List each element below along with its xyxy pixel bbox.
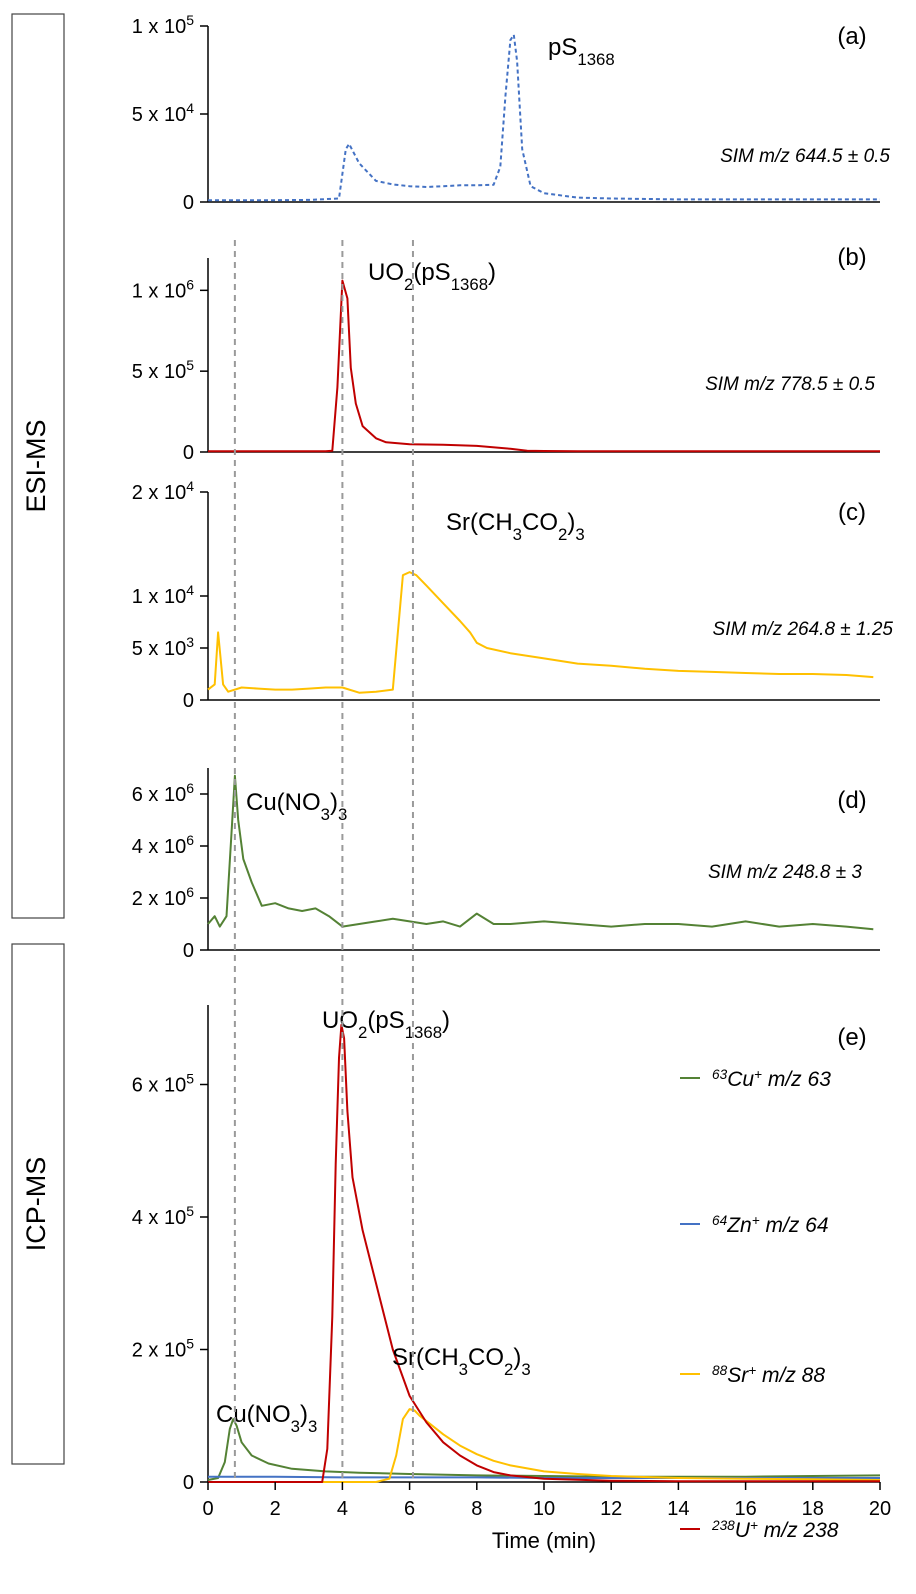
panel-b-peak-annotation: UO2(pS1368) xyxy=(368,259,496,294)
panel-d-letter: (d) xyxy=(837,787,866,814)
panel-a-letter: (a) xyxy=(837,23,866,50)
panel-b: 0 5 x 105 1 x 106 (b) UO2(pS1368) SIM m/z 778… xyxy=(132,244,880,464)
panel-b-series-line xyxy=(208,279,880,453)
panel-e-ytick-label: 0 xyxy=(183,1472,194,1494)
panel-e-peak-annotation: Sr(CH3CO2)3 xyxy=(392,1344,531,1379)
panel-c-ytick-label: 5 x 103 xyxy=(132,634,194,660)
panel-d-peak-annotation: Cu(NO3)3 xyxy=(246,789,347,824)
panel-d-ytick-label: 0 xyxy=(183,940,194,962)
panel-d-sim-label: SIM m/z 248.8 ± 3 xyxy=(708,862,862,883)
icp-ms-group-label: ICP-MS xyxy=(21,1157,51,1252)
panel-e-peak-annotation: Cu(NO3)3 xyxy=(216,1401,317,1436)
panel-d: 0 2 x 106 4 x 106 6 x 106 (d) Cu(NO3)3 SIM m/z… xyxy=(132,768,880,962)
panel-c-letter: (c) xyxy=(838,499,866,526)
panel-a-peak-annotation: pS1368 xyxy=(548,34,615,69)
panel-e-series-line xyxy=(208,1023,880,1483)
panel-a-ytick-label: 0 xyxy=(183,192,194,214)
panel-e-peak-annotation: UO2(pS1368) xyxy=(322,1007,450,1042)
x-tick-label: 6 xyxy=(404,1498,415,1520)
panel-d-series-line xyxy=(207,774,874,931)
x-tick-label: 4 xyxy=(337,1498,348,1520)
x-tick-label: 18 xyxy=(802,1498,824,1520)
panel-d-ytick-label: 4 x 106 xyxy=(132,832,194,858)
legend-label: 238U+ m/z 238 xyxy=(711,1518,839,1543)
panel-b-letter: (b) xyxy=(837,244,866,271)
panel-b-sim-label: SIM m/z 778.5 ± 0.5 xyxy=(705,374,875,395)
panel-e-letter: (e) xyxy=(837,1024,866,1051)
x-tick-label: 16 xyxy=(734,1498,756,1520)
panel-b-ytick-label: 5 x 105 xyxy=(132,357,194,383)
panel-c-ytick-label: 1 x 104 xyxy=(132,582,194,608)
legend-label: 63Cu+ m/z 63 xyxy=(712,1067,831,1092)
x-tick-label: 0 xyxy=(202,1498,213,1520)
panel-a-ytick-label: 5 x 104 xyxy=(132,100,194,126)
legend-label: 88Sr+ m/z 88 xyxy=(712,1363,825,1388)
esi-ms-group-label: ESI-MS xyxy=(21,419,51,512)
panel-a-ytick-label: 1 x 105 xyxy=(132,12,194,38)
x-tick-label: 20 xyxy=(869,1498,891,1520)
panel-b-ytick-label: 1 x 106 xyxy=(132,276,194,302)
x-tick-label: 12 xyxy=(600,1498,622,1520)
panel-c-peak-annotation: Sr(CH3CO2)3 xyxy=(446,509,585,544)
panel-c-ytick-label: 2 x 104 xyxy=(132,478,194,504)
panel-e-ytick-label: 4 x 105 xyxy=(132,1203,194,1229)
panel-e-series-line xyxy=(208,1408,881,1483)
panel-c-ytick-label: 0 xyxy=(183,690,194,712)
panel-a-sim-label: SIM m/z 644.5 ± 0.5 xyxy=(720,146,890,167)
x-tick-label: 10 xyxy=(533,1498,555,1520)
panel-e: 0 2 x 105 4 x 105 6 x 105 (e) UO2(pS1368) Sr(C… xyxy=(132,1005,881,1543)
panel-b-ytick-label: 0 xyxy=(183,442,194,464)
panel-a: 0 5 x 104 1 x 105 (a) pS1368 SIM m/z 644.5 ± … xyxy=(132,12,891,214)
panel-a-series-line xyxy=(208,33,880,202)
panel-d-ytick-label: 2 x 106 xyxy=(132,884,194,910)
legend-label: 64Zn+ m/z 64 xyxy=(712,1213,829,1238)
esi-ms-group-box xyxy=(11,13,65,919)
x-tick-label: 14 xyxy=(667,1498,689,1520)
panel-c: 0 5 x 103 1 x 104 2 x 104 (c) Sr(CH3CO2)3 SIM … xyxy=(132,478,894,712)
panel-c-sim-label: SIM m/z 264.8 ± 1.25 xyxy=(713,619,894,640)
x-tick-label: 2 xyxy=(270,1498,281,1520)
panel-e-ytick-label: 2 x 105 xyxy=(132,1336,194,1362)
panel-d-ytick-label: 6 x 106 xyxy=(132,780,194,806)
panel-e-ytick-label: 6 x 105 xyxy=(132,1071,194,1097)
x-axis-title: Time (min) xyxy=(492,1528,596,1553)
panel-c-series-line xyxy=(207,571,874,694)
icp-ms-group-box xyxy=(11,943,65,1465)
x-tick-label: 8 xyxy=(471,1498,482,1520)
